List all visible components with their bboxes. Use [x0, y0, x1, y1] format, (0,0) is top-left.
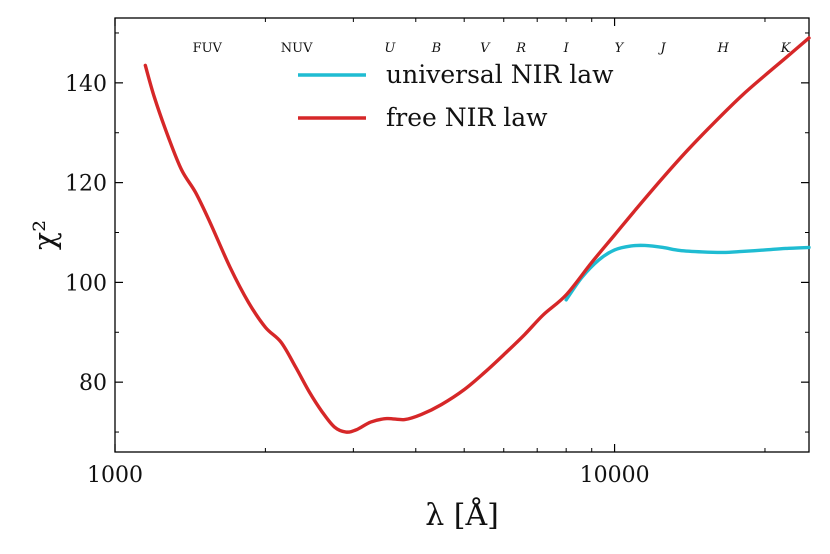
- series-line-free: [143, 36, 811, 434]
- x-ticks: 1000 10000: [87, 18, 766, 488]
- series-line-universal: [564, 243, 811, 302]
- band-label: B: [431, 41, 442, 56]
- band-label: R: [515, 41, 526, 56]
- legend-label: universal NIR law: [386, 60, 614, 89]
- band-label: FUV: [193, 41, 223, 56]
- band-label: K: [780, 41, 792, 56]
- y-tick-label: 80: [79, 371, 107, 396]
- band-label: J: [657, 41, 666, 56]
- plot-frame: [114, 17, 810, 453]
- x-tick-label: 1000: [87, 463, 143, 488]
- y-tick-label: 140: [65, 72, 107, 97]
- y-axis-title: χ²: [28, 220, 63, 250]
- legend: universal NIR law free NIR law: [298, 60, 614, 132]
- legend-label: free NIR law: [386, 103, 548, 132]
- x-axis-title: λ [Å]: [425, 497, 499, 533]
- y-tick-label: 120: [65, 172, 107, 197]
- y-ticks: 80 100 120 140: [65, 32, 809, 433]
- band-label: U: [384, 41, 396, 56]
- band-labels: FUV NUV U B V R I Y J H K: [193, 41, 792, 56]
- x-tick-label: 10000: [580, 463, 650, 488]
- band-label: V: [480, 41, 491, 56]
- band-label: NUV: [281, 41, 313, 56]
- band-label: I: [563, 41, 570, 56]
- y-tick-label: 100: [65, 271, 107, 296]
- band-label: Y: [615, 41, 625, 56]
- band-label: H: [717, 41, 730, 56]
- series-layer: [143, 36, 811, 434]
